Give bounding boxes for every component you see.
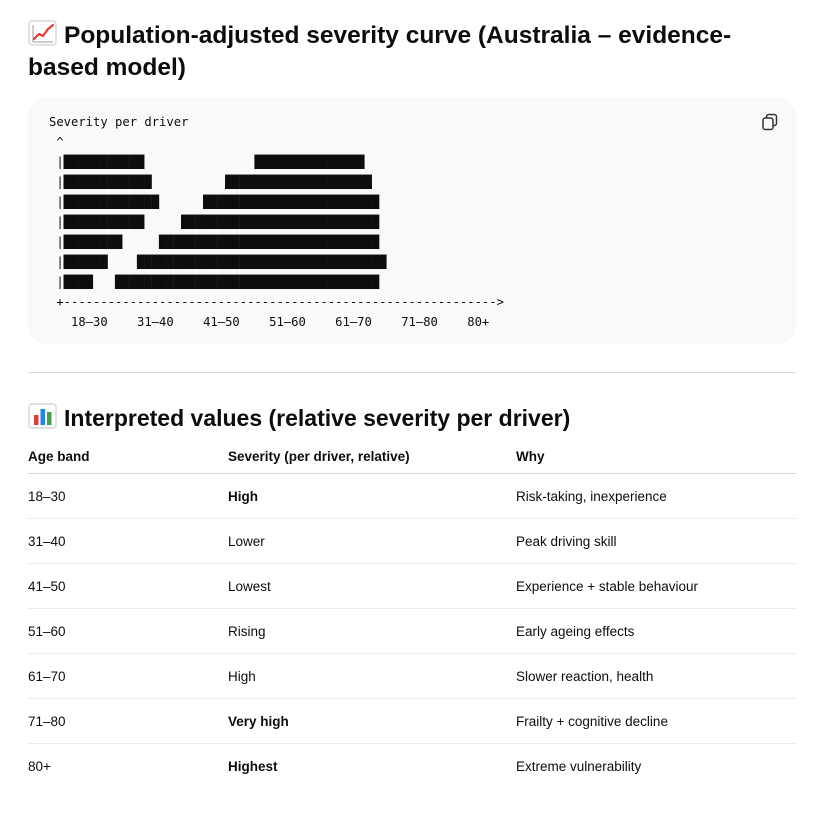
table-row: 51–60 Rising Early ageing effects [28,608,796,654]
cell-age-band: 71–80 [28,698,228,744]
table-row: 80+ Highest Extreme vulnerability [28,744,796,789]
cell-age-band: 18–30 [28,473,228,519]
chart-increasing-icon [28,20,58,46]
cell-why: Experience + stable behaviour [516,563,796,609]
cell-age-band: 80+ [28,758,51,774]
table-header-row: Age band Severity (per driver, relative)… [28,440,796,474]
cell-severity: Rising [228,608,516,654]
cell-why: Frailty + cognitive decline [516,698,796,744]
copy-icon [762,113,778,131]
column-header-why: Why [516,440,796,474]
copy-button[interactable] [758,110,782,134]
column-header-severity: Severity (per driver, relative) [228,440,516,474]
cell-severity: High [228,473,516,519]
cell-why: Extreme vulnerability [516,758,642,774]
cell-severity: Highest [228,758,278,774]
cell-why: Peak driving skill [516,518,796,564]
cell-age-band: 31–40 [28,518,228,564]
cell-age-band: 61–70 [28,653,228,699]
ascii-severity-chart: Severity per driver ^ |███████████ █████… [49,115,504,329]
cell-why: Slower reaction, health [516,653,796,699]
cell-severity: Lowest [228,563,516,609]
section-title: Interpreted values (relative severity pe… [64,405,571,431]
column-header-age-band: Age band [28,440,228,474]
table-row: 61–70 High Slower reaction, health [28,653,796,699]
section-heading-interpreted-values: Interpreted values (relative severity pe… [28,402,798,434]
interpreted-values-table: Age band Severity (per driver, relative)… [28,440,796,788]
table-row: 71–80 Very high Frailty + cognitive decl… [28,698,796,744]
cell-why: Risk-taking, inexperience [516,473,796,519]
cell-severity: Very high [228,698,516,744]
table-row: 18–30 High Risk-taking, inexperience [28,473,796,519]
table-row: 41–50 Lowest Experience + stable behavio… [28,563,796,609]
cell-age-band: 41–50 [28,563,228,609]
section-title: Population-adjusted severity curve (Aust… [28,22,732,81]
cell-why: Early ageing effects [516,608,796,654]
cell-severity: High [228,653,516,699]
code-block: Severity per driver ^ |███████████ █████… [28,98,796,344]
cell-age-band: 51–60 [28,608,228,654]
section-heading-severity-curve: Population-adjusted severity curve (Aust… [28,20,798,84]
table-row: 31–40 Lower Peak driving skill [28,518,796,564]
divider [28,372,796,373]
cell-severity: Lower [228,518,516,564]
bar-chart-icon [28,403,58,429]
